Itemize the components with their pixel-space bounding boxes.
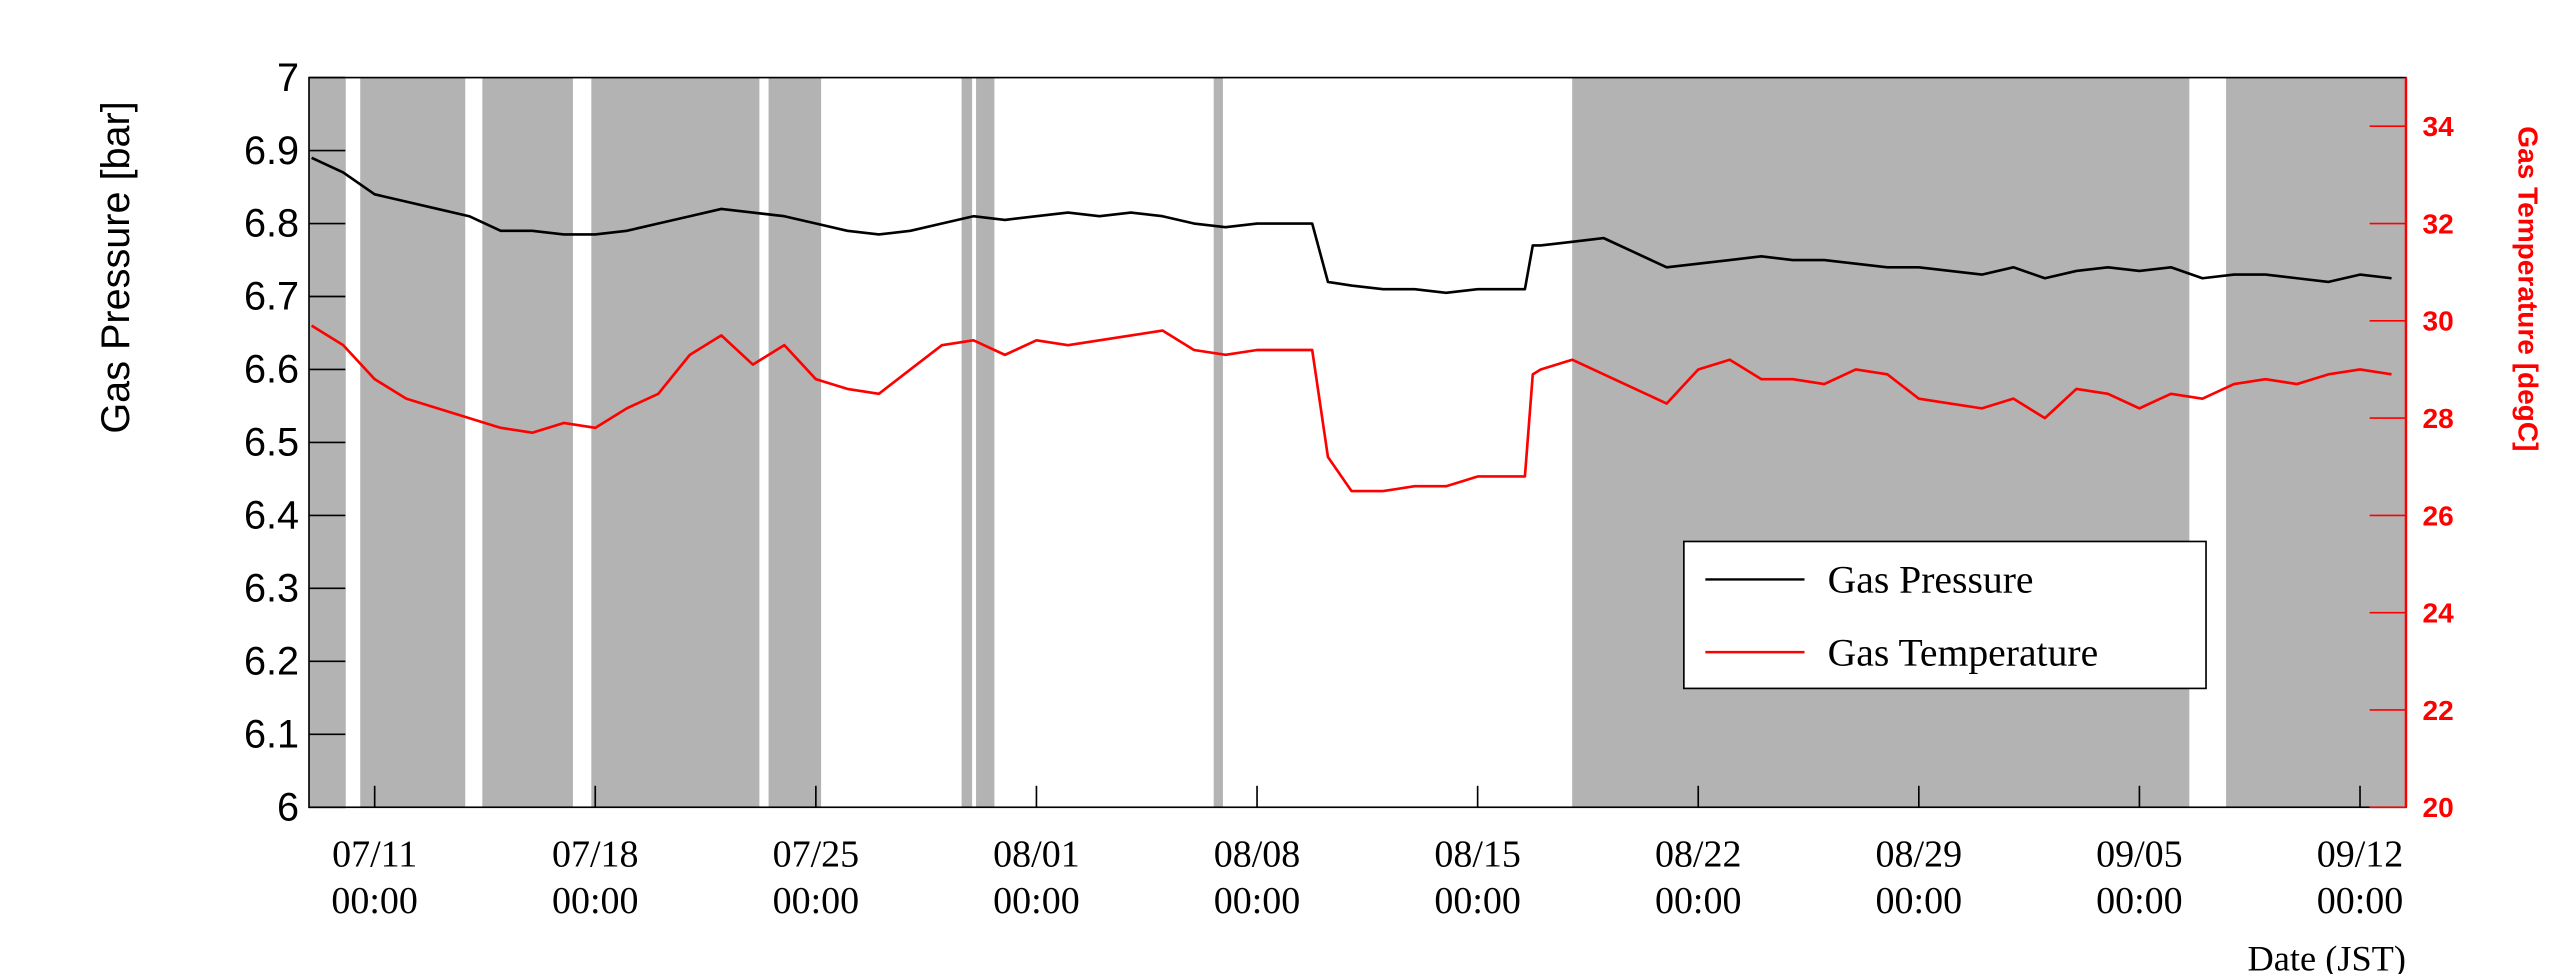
line-layer <box>310 156 2392 493</box>
y2-tick-label: 22 <box>2422 695 2453 726</box>
axes: 6 6.1 6.2 6.3 6.4 6.5 6.6 6.7 6.8 6.9 7 20 22 24 26 28 3… <box>244 56 2454 922</box>
x-tick-label: 08/08 00:00 <box>1214 834 1301 922</box>
series-line <box>311 156 2392 295</box>
y-tick-label: 6.8 <box>244 202 299 246</box>
legend-label: Gas Temperature <box>1828 630 2099 674</box>
x-tick-label: 07/18 00:00 <box>552 834 639 922</box>
y2-tick-label: 32 <box>2422 208 2453 239</box>
legend-label: Gas Pressure <box>1828 558 2034 602</box>
y2-tick-label: 24 <box>2422 598 2454 629</box>
shaded-period <box>482 77 573 808</box>
x-axis-label: Date (JST) <box>2248 939 2406 974</box>
legend-box <box>1683 540 2207 690</box>
x-tick-label: 09/12 00:00 <box>2317 834 2404 922</box>
shaded-period <box>976 77 995 808</box>
y-axis-label: Gas Pressure [bar] <box>94 101 138 433</box>
series-line <box>310 324 2392 493</box>
y2-tick-label: 28 <box>2422 403 2453 434</box>
y-tick-label: 6.1 <box>244 713 299 757</box>
y-tick-label: 6 <box>277 785 299 829</box>
y-tick-label: 6.9 <box>244 129 299 173</box>
y-tick-label: 6.7 <box>244 275 299 319</box>
shaded-layer <box>309 77 2406 808</box>
x-tick-label: 08/29 00:00 <box>1876 834 1963 922</box>
y-tick-label: 6.3 <box>244 567 299 611</box>
shaded-period <box>360 77 466 808</box>
legend: Gas Pressure Gas Temperature <box>1683 540 2207 690</box>
x-tick-label: 08/15 00:00 <box>1434 834 1521 922</box>
shaded-period <box>1572 77 2190 808</box>
x-tick-label: 07/11 00:00 <box>331 834 418 922</box>
y2-tick-label: 34 <box>2422 111 2454 142</box>
y-tick-label: 6.4 <box>244 494 299 538</box>
x-tick-label: 07/25 00:00 <box>773 834 860 922</box>
x-tick-label: 09/05 00:00 <box>2096 834 2183 922</box>
shaded-period <box>2226 77 2406 808</box>
shaded-period <box>768 77 822 808</box>
y-tick-label: 6.5 <box>244 421 299 465</box>
y2-axis-label: Gas Temperature [degC] <box>2512 126 2543 451</box>
y2-tick-label: 20 <box>2422 792 2453 823</box>
y-tick-label: 6.6 <box>244 348 299 392</box>
shaded-period <box>1213 77 1223 808</box>
y2-tick-label: 26 <box>2422 500 2453 531</box>
x-tick-label: 08/01 00:00 <box>993 834 1080 922</box>
x-tick-label: 08/22 00:00 <box>1655 834 1742 922</box>
shaded-period <box>961 77 973 808</box>
y-tick-label: 6.2 <box>244 640 299 684</box>
y2-tick-label: 30 <box>2422 306 2453 337</box>
y-tick-label: 7 <box>277 56 299 100</box>
shaded-period <box>591 77 760 808</box>
